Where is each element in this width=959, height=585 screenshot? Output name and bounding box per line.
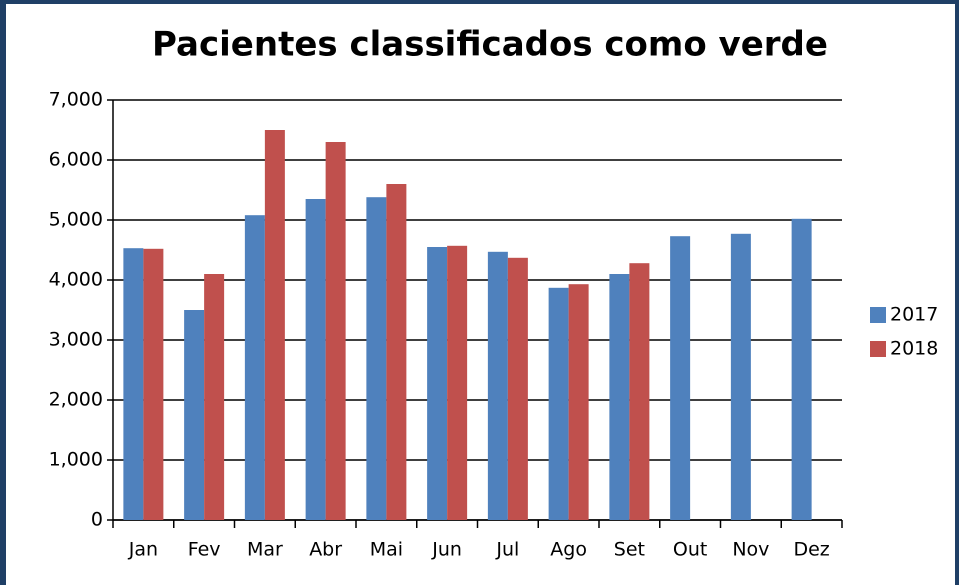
- x-tick-label: Dez: [793, 539, 829, 561]
- chart-title: Pacientes classificados como verde: [152, 25, 828, 65]
- bar: [670, 236, 691, 520]
- legend-label: 2017: [890, 304, 938, 326]
- bar: [487, 251, 508, 521]
- y-tick-label: 5,000: [49, 209, 103, 231]
- legend-label: 2018: [890, 338, 938, 360]
- bar: [609, 274, 630, 520]
- bar: [184, 310, 205, 520]
- bar: [366, 197, 387, 520]
- x-tick-label: Mai: [370, 539, 403, 561]
- y-tick-label: 4,000: [49, 269, 103, 291]
- bar: [325, 142, 346, 520]
- y-tick-label: 1,000: [49, 449, 103, 471]
- x-tick-label: Jun: [431, 539, 462, 561]
- bar: [447, 245, 468, 521]
- x-tick-label: Jul: [495, 539, 519, 561]
- bar: [730, 233, 751, 521]
- bar: [791, 218, 812, 521]
- bar: [264, 130, 285, 520]
- bar: [507, 257, 528, 520]
- legend-swatch: [870, 341, 886, 357]
- x-tick-label: Nov: [732, 539, 769, 561]
- bar: [568, 284, 589, 520]
- x-tick-label: Fev: [188, 539, 221, 561]
- bar: [244, 215, 265, 520]
- bar: [548, 287, 569, 520]
- bar: [427, 247, 448, 520]
- bar: [123, 248, 144, 520]
- legend-swatch: [870, 307, 886, 323]
- x-tick-label: Jan: [128, 539, 158, 561]
- y-tick-label: 2,000: [49, 389, 103, 411]
- y-tick-label: 6,000: [49, 149, 103, 171]
- x-tick-label: Set: [614, 539, 645, 561]
- y-tick-label: 7,000: [49, 89, 103, 111]
- bar: [143, 248, 164, 521]
- bar: [204, 274, 225, 520]
- bar: [386, 184, 407, 520]
- x-tick-label: Mar: [247, 539, 283, 561]
- x-tick-label: Ago: [550, 539, 587, 561]
- x-tick-label: Out: [673, 539, 707, 561]
- x-tick-label: Abr: [309, 539, 342, 561]
- y-tick-label: 0: [91, 509, 103, 531]
- y-tick-label: 3,000: [49, 329, 103, 351]
- bar: [629, 263, 650, 520]
- bar: [305, 199, 326, 520]
